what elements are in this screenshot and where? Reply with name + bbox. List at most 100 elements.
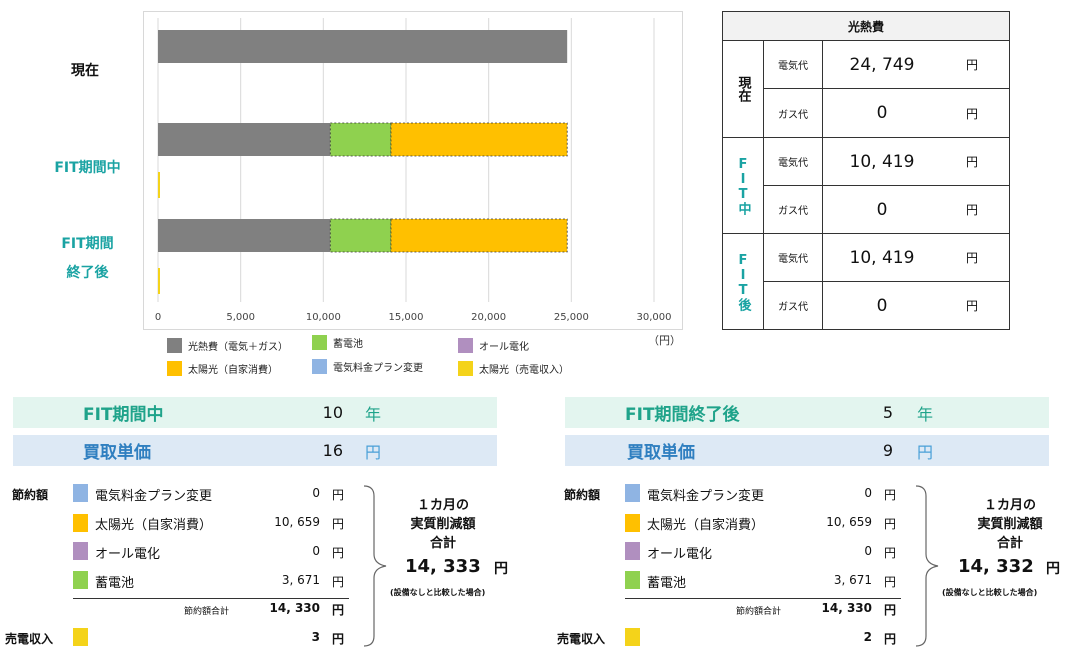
- total-unit: 円: [332, 603, 345, 617]
- row-kind: 電気代: [764, 41, 823, 88]
- item-unit: 円: [332, 546, 345, 560]
- period-band-right: FIT期間終了後 5 年: [565, 397, 1049, 428]
- utility-cost-table: 光熱費 現在 電気代 24, 749 円 ガス代 0 円 FIT中 電気代 10…: [722, 11, 1010, 330]
- brace-path: [915, 485, 939, 647]
- legend-item-battery: 蓄電池: [312, 335, 363, 350]
- legend-item-solar-sale: 太陽光（売電収入）: [458, 361, 569, 376]
- legend-item-utility: 光熱費（電気＋ガス）: [167, 338, 288, 353]
- total-label: 節約額合計: [184, 607, 230, 617]
- swatch-battery: [625, 571, 640, 589]
- table-row: ガス代 0 円: [764, 186, 1009, 234]
- summary-value: 14, 333: [405, 556, 481, 577]
- swatch-all-electric: [73, 542, 88, 560]
- table-row: ガス代 0 円: [764, 282, 1009, 329]
- legend-item-all-electric: オール電化: [458, 338, 529, 353]
- swatch-all-electric: [625, 542, 640, 560]
- category-label-fit-during: FIT期間中: [54, 160, 121, 176]
- bar-segment: [329, 218, 392, 253]
- group-label-current: 現在: [723, 41, 764, 138]
- summary-note: (設備なしと比較した場合): [390, 588, 486, 597]
- row-kind: ガス代: [764, 282, 823, 329]
- row-kind: ガス代: [764, 89, 823, 137]
- brace-right: [915, 485, 939, 647]
- bar-segment: [329, 122, 392, 157]
- item-unit: 円: [884, 517, 897, 531]
- item-value: 3, 671: [281, 573, 320, 587]
- total-value: 14, 330: [821, 601, 872, 615]
- row-unit: 円: [965, 58, 978, 72]
- period-label: FIT期間終了後: [625, 405, 740, 425]
- category-label-fit-after-2: 終了後: [66, 265, 109, 281]
- legend-label-utility: 光熱費（電気＋ガス）: [188, 342, 288, 353]
- row-unit: 円: [965, 299, 978, 313]
- row-unit: 円: [965, 106, 978, 121]
- item-value: 0: [864, 486, 872, 500]
- x-tick-label: 25,000: [554, 312, 589, 323]
- item-value: 0: [312, 486, 320, 500]
- price-band-left: 買取単価 16 円: [13, 435, 497, 466]
- row-kind: 電気代: [764, 138, 823, 185]
- group-label-fit-during: FIT中: [723, 138, 764, 234]
- swatch-solar-self: [73, 514, 88, 532]
- row-kind: 電気代: [764, 234, 823, 281]
- bar-segment: [390, 122, 568, 157]
- legend-swatch-battery: [312, 335, 327, 350]
- period-unit: 年: [917, 404, 934, 424]
- x-tick-label: 30,000: [637, 312, 672, 323]
- table-row: ガス代 0 円: [764, 89, 1009, 138]
- x-tick-label: 10,000: [306, 312, 341, 323]
- row-kind: ガス代: [764, 186, 823, 233]
- summary-title-3: 合計: [429, 536, 456, 551]
- table-title: 光熱費: [723, 12, 1009, 41]
- swatch-battery: [73, 571, 88, 589]
- period-label: FIT期間中: [83, 405, 164, 425]
- bar-segment-sale: [158, 172, 160, 198]
- legend-label-battery: 蓄電池: [333, 339, 363, 350]
- category-label-current: 現在: [71, 63, 99, 79]
- item-unit: 円: [332, 575, 345, 589]
- summary-title-1: １カ月の: [983, 498, 1036, 513]
- x-tick-label: 15,000: [389, 312, 424, 323]
- table-row: 電気代 10, 419 円: [764, 138, 1009, 186]
- legend-label-plan-change: 電気料金プラン変更: [333, 363, 423, 374]
- swatch-plan-change: [625, 484, 640, 502]
- bar-segment: [158, 123, 331, 156]
- legend-swatch-utility: [167, 338, 182, 353]
- legend-label-solar-self: 太陽光（自家消費）: [188, 365, 278, 376]
- bar-segment: [390, 218, 568, 253]
- row-value: 0: [876, 295, 888, 316]
- total-value: 14, 330: [269, 601, 320, 615]
- table-row: 電気代 24, 749 円: [764, 41, 1009, 89]
- legend-item-solar-self: 太陽光（自家消費）: [167, 361, 278, 376]
- item-unit: 円: [884, 546, 897, 560]
- x-axis-unit: （円）: [648, 334, 681, 347]
- period-unit: 年: [365, 404, 382, 424]
- sale-value: 2: [863, 630, 872, 644]
- group-label-fit-after: FIT後: [723, 234, 764, 329]
- x-tick-label: 0: [155, 312, 161, 323]
- table-row: 電気代 10, 419 円: [764, 234, 1009, 282]
- summary-title-2: 実質削減額: [410, 517, 476, 532]
- price-label: 買取単価: [83, 443, 151, 463]
- swatch-solar-sale: [73, 628, 88, 646]
- item-unit: 円: [884, 575, 897, 589]
- summary-value: 14, 332: [958, 556, 1034, 577]
- period-value: 5: [882, 403, 893, 422]
- item-name: オール電化: [647, 547, 713, 562]
- swatch-solar-self: [625, 514, 640, 532]
- savings-label: 節約額: [12, 488, 49, 502]
- row-unit: 円: [965, 203, 978, 217]
- row-value: 0: [876, 199, 888, 220]
- stacked-bar-chart: 0 5,000 10,000 15,000 20,000 25,000 30,000: [155, 18, 672, 323]
- sale-unit: 円: [884, 632, 897, 646]
- item-value: 10, 659: [826, 515, 872, 529]
- legend-swatch-plan-change: [312, 359, 327, 374]
- swatch-plan-change: [73, 484, 88, 502]
- chart-area: 0 5,000 10,000 15,000 20,000 25,000 30,000: [143, 11, 683, 330]
- brace-left: [363, 485, 387, 647]
- price-value: 16: [322, 441, 343, 460]
- x-tick-label: 20,000: [471, 312, 506, 323]
- legend-label-all-electric: オール電化: [479, 342, 529, 353]
- item-value: 0: [312, 544, 320, 558]
- bar-segment: [158, 30, 568, 63]
